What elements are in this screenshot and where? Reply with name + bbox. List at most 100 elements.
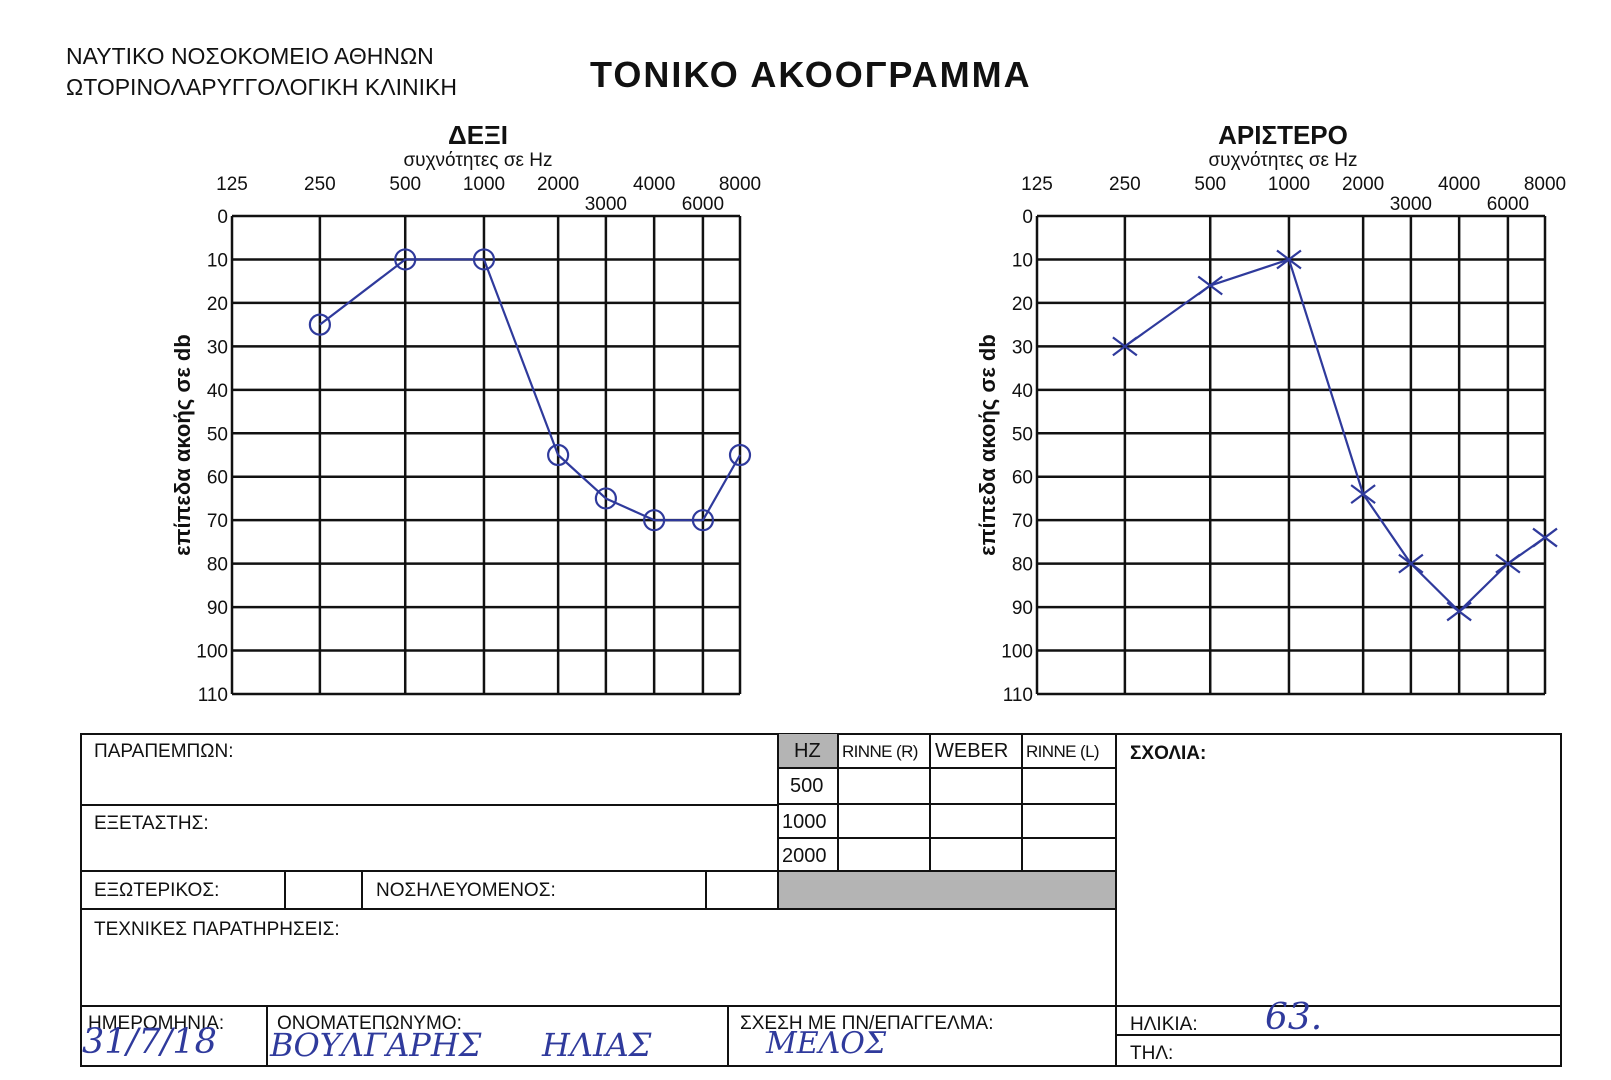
right-ear-xtick-2000: 2000 <box>537 174 579 195</box>
tuning-header-weber: WEBER <box>935 740 1009 762</box>
form-title: ΤΟΝΙΚΟ ΑΚΟΟΓΡΑΜΜΑ <box>590 54 1032 95</box>
left-ear-point-3000 <box>1398 553 1424 574</box>
left-ear-xtick-6000: 6000 <box>1487 194 1529 215</box>
right-ear-ylabel: επίπεδα ακοής σε db <box>170 334 195 556</box>
left-ear-xtick-250: 250 <box>1109 174 1141 195</box>
right-ear-title: ΔΕΞΙ <box>448 120 508 150</box>
age-label: ΗΛΙΚΙΑ: <box>1130 1014 1198 1035</box>
outpatient-label: ΕΞΩΤΕΡΙΚΟΣ: <box>94 880 220 901</box>
referrer-label: ΠΑΡΑΠΕΜΠΩΝ: <box>94 741 234 762</box>
left-ear-point-250 <box>1112 336 1138 357</box>
left-ear-ylabel: επίπεδα ακοής σε db <box>975 334 1000 556</box>
examiner-label: ΕΞΕΤΑΣΤΗΣ: <box>94 813 209 834</box>
tuning-header-rinne-l: RINNE (L) <box>1026 742 1100 761</box>
right-ear-ytick-80: 80 <box>207 555 228 576</box>
right-ear-point-8000 <box>728 443 752 467</box>
left-ear-ytick-60: 60 <box>1012 468 1033 489</box>
right-ear-ytick-20: 20 <box>207 294 228 315</box>
hospital-name: ΝΑΥΤΙΚΟ ΝΟΣΟΚΟΜΕΙΟ ΑΘΗΝΩΝ <box>66 43 434 69</box>
right-ear-xtick-500: 500 <box>389 174 421 195</box>
left-ear-point-500-stroke-b <box>1197 275 1223 296</box>
right-ear-xtick-1000: 1000 <box>463 174 505 195</box>
right-ear-ytick-70: 70 <box>207 511 228 532</box>
right-ear-point-1000 <box>472 248 496 271</box>
left-ear-point-250-stroke-b <box>1112 336 1138 357</box>
left-ear-ytick-100: 100 <box>1001 642 1033 663</box>
left-ear-ytick-90: 90 <box>1012 598 1033 619</box>
right-ear-ytick-40: 40 <box>207 381 228 402</box>
right-ear-series-line <box>319 258 741 522</box>
right-ear-ytick-50: 50 <box>207 424 228 445</box>
handwritten-age: 63. <box>1265 997 1323 1038</box>
left-ear-point-3000-stroke-b <box>1398 553 1424 574</box>
tuning-header-rinne-r: RINNE (R) <box>842 742 918 761</box>
tuning-row-500: 500 <box>790 775 824 797</box>
relation-label: ΣΧΕΣΗ ΜΕ ΠΝ/ΕΠΑΓΓΕΛΜΑ: <box>740 1013 994 1034</box>
inpatient-label: ΝΟΣΗΛΕΥΟΜΕΝΟΣ: <box>376 880 556 901</box>
left-ear-ytick-40: 40 <box>1012 381 1033 402</box>
left-ear-ytick-20: 20 <box>1012 294 1033 315</box>
left-ear-ytick-30: 30 <box>1012 337 1033 358</box>
left-ear-point-8000 <box>1532 527 1558 548</box>
left-ear-point-1000-stroke-b <box>1276 249 1302 270</box>
handwritten-surname: ΒΟΥΛΓΑΡΗΣ <box>270 1026 482 1064</box>
clinic-name: ΩΤΟΡΙΝΟΛΑΡΥΓΓΟΛΟΓΙΚΗ ΚΛΙΝΙΚΗ <box>66 74 457 100</box>
left-ear-xtick-4000: 4000 <box>1438 174 1480 195</box>
right-ear-point-3000 <box>594 487 617 510</box>
patient-form: ΠΑΡΑΠΕΜΠΩΝ: ΕΞΕΤΑΣΤΗΣ: ΕΞΩΤΕΡΙΚΟΣ: ΝΟΣΗΛ… <box>80 733 1562 1067</box>
right-ear-ytick-10: 10 <box>207 250 228 271</box>
handwritten-relation: ΜΕΛΟΣ <box>766 1026 887 1061</box>
right-ear-xtick-6000: 6000 <box>682 194 724 215</box>
left-ear-xtick-2000: 2000 <box>1342 174 1384 195</box>
left-ear-subtitle: συχνότητες σε Hz <box>1208 150 1357 171</box>
left-ear-ytick-80: 80 <box>1012 555 1033 576</box>
right-ear-point-6000 <box>691 509 715 532</box>
left-ear-ytick-10: 10 <box>1012 250 1033 271</box>
left-ear-ytick-110: 110 <box>1003 685 1033 706</box>
left-ear-point-4000-stroke-b <box>1446 601 1472 622</box>
left-ear-point-1000 <box>1276 249 1302 270</box>
technical-notes-label: ΤΕΧΝΙΚΕΣ ΠΑΡΑΤΗΡΗΣΕΙΣ: <box>94 919 340 940</box>
right-ear-point-2000 <box>547 443 570 467</box>
left-ear-point-6000 <box>1495 553 1521 574</box>
right-ear-xtick-4000: 4000 <box>633 174 675 195</box>
right-ear-subtitle: συχνότητες σε Hz <box>403 150 552 171</box>
left-ear-ytick-70: 70 <box>1012 511 1033 532</box>
date-label: ΗΜΕΡΟΜΗΝΙΑ: <box>88 1013 225 1034</box>
left-ear-point-6000-stroke-b <box>1495 553 1521 574</box>
right-ear-xtick-3000: 3000 <box>585 194 627 215</box>
right-ear-ytick-100: 100 <box>196 642 228 663</box>
left-ear-xtick-8000: 8000 <box>1524 174 1566 195</box>
left-ear-series-line <box>1124 258 1546 613</box>
right-ear-xtick-125: 125 <box>216 174 248 195</box>
left-ear-point-2000 <box>1350 484 1376 504</box>
phone-label: ΤΗΛ: <box>1130 1043 1174 1064</box>
right-ear-xtick-8000: 8000 <box>719 174 761 195</box>
left-ear-point-4000 <box>1446 601 1472 622</box>
tuning-row-2000: 2000 <box>782 845 827 867</box>
form-grid <box>80 733 1562 1067</box>
left-ear-xtick-1000: 1000 <box>1268 174 1310 195</box>
comments-label: ΣΧΟΛΙΑ: <box>1130 743 1207 764</box>
left-ear-xtick-3000: 3000 <box>1390 194 1432 215</box>
tuning-header-hz: HZ <box>794 740 821 762</box>
left-ear-point-8000-stroke-b <box>1532 527 1558 548</box>
right-ear-xtick-250: 250 <box>304 174 336 195</box>
right-ear-point-500 <box>394 248 417 271</box>
left-ear-ytick-0: 0 <box>1022 207 1033 228</box>
right-ear-point-250 <box>308 313 331 336</box>
left-ear-point-500 <box>1197 275 1223 296</box>
name-label: ΟΝΟΜΑΤΕΠΩΝΥΜΟ: <box>277 1013 462 1034</box>
right-ear-ytick-30: 30 <box>207 337 228 358</box>
tuning-row-1000: 1000 <box>782 811 827 833</box>
left-ear-xtick-125: 125 <box>1021 174 1053 195</box>
left-ear-xtick-500: 500 <box>1194 174 1226 195</box>
left-ear-title: ΑΡΙΣΤΕΡΟ <box>1218 120 1348 150</box>
handwritten-first-name: ΗΛΙΑΣ <box>542 1026 652 1064</box>
right-ear-ytick-0: 0 <box>217 207 228 228</box>
left-ear-point-2000-stroke-b <box>1350 484 1376 504</box>
right-ear-ytick-110: 110 <box>198 685 228 706</box>
right-ear-ytick-90: 90 <box>207 598 228 619</box>
